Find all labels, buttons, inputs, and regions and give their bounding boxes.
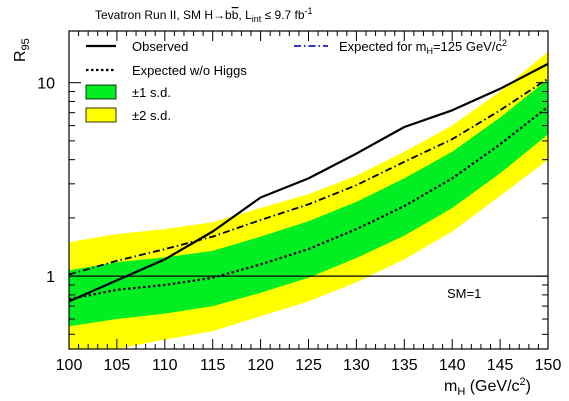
legend-one-sd-label: ±1 s.d. [132,85,171,100]
expected-125-line [69,77,548,276]
legend-two-sd-label: ±2 s.d. [132,108,171,123]
plot-content [69,51,548,349]
x-tick-label: 115 [200,357,226,374]
x-tick-label: 130 [343,357,370,374]
legend-expected-125-label: Expected for mH=125 GeV/c2 [339,38,507,56]
plot-area [69,51,548,349]
x-axis-title-unit: (GeV/c [465,378,519,395]
legend-expected-125-pre: Expected for m [339,39,426,54]
x-tick-label: 110 [152,357,178,374]
x-tick-label: 105 [104,357,131,374]
x-axis-title-sub: H [457,386,465,398]
legend-expected-125-mid: =125 GeV/c [433,39,503,54]
legend-observed-label: Observed [132,39,188,54]
x-tick-label: 135 [391,357,418,374]
title-lumi-mid: ≤ 9.7 fb [261,8,305,22]
x-tick-label: 120 [247,357,274,374]
title-main: Tevatron Run II, SM H→b [95,8,232,22]
legend-expected-125-sup: 2 [502,38,507,48]
y-axis-title-base: R [12,50,29,62]
x-axis-title-base: m [444,378,457,395]
y-tick-label: 10 [37,76,55,93]
title-lumi-sup: -1 [305,6,313,16]
x-tick-label: 100 [56,357,83,374]
expected-no-higgs-line [69,105,548,301]
band-one-sd [69,79,548,327]
x-tick-label: 150 [535,357,562,374]
x-axis-title: mH (GeV/c2) [444,376,531,398]
x-tick-label: 145 [487,357,514,374]
chart-title: Tevatron Run II, SM H→bb, Lint ≤ 9.7 fb-… [95,6,313,24]
legend: Observed Expected w/o Higgs ±1 s.d. ±2 s… [85,38,507,123]
legend-expected-no-higgs-label: Expected w/o Higgs [132,63,247,78]
observed-line [69,62,548,303]
legend-two-sd-swatch [85,107,117,123]
x-tick-label: 125 [295,357,322,374]
title-lumi-pre: , L [238,8,252,22]
x-axis-title-unit-sup: 2 [520,376,526,388]
y-axis-title: R95 [12,38,32,62]
x-tick-label: 140 [439,357,466,374]
legend-expected-125-sub: H [426,46,433,56]
y-tick-label: 1 [46,269,55,286]
sm-reference-label: SM=1 [447,286,481,301]
title-lumi-sub: int [252,14,262,24]
title-bbar: b [232,8,239,22]
y-axis-title-sub: 95 [20,38,32,50]
legend-one-sd-swatch [85,84,117,100]
x-axis-title-unit-close: ) [526,378,531,395]
